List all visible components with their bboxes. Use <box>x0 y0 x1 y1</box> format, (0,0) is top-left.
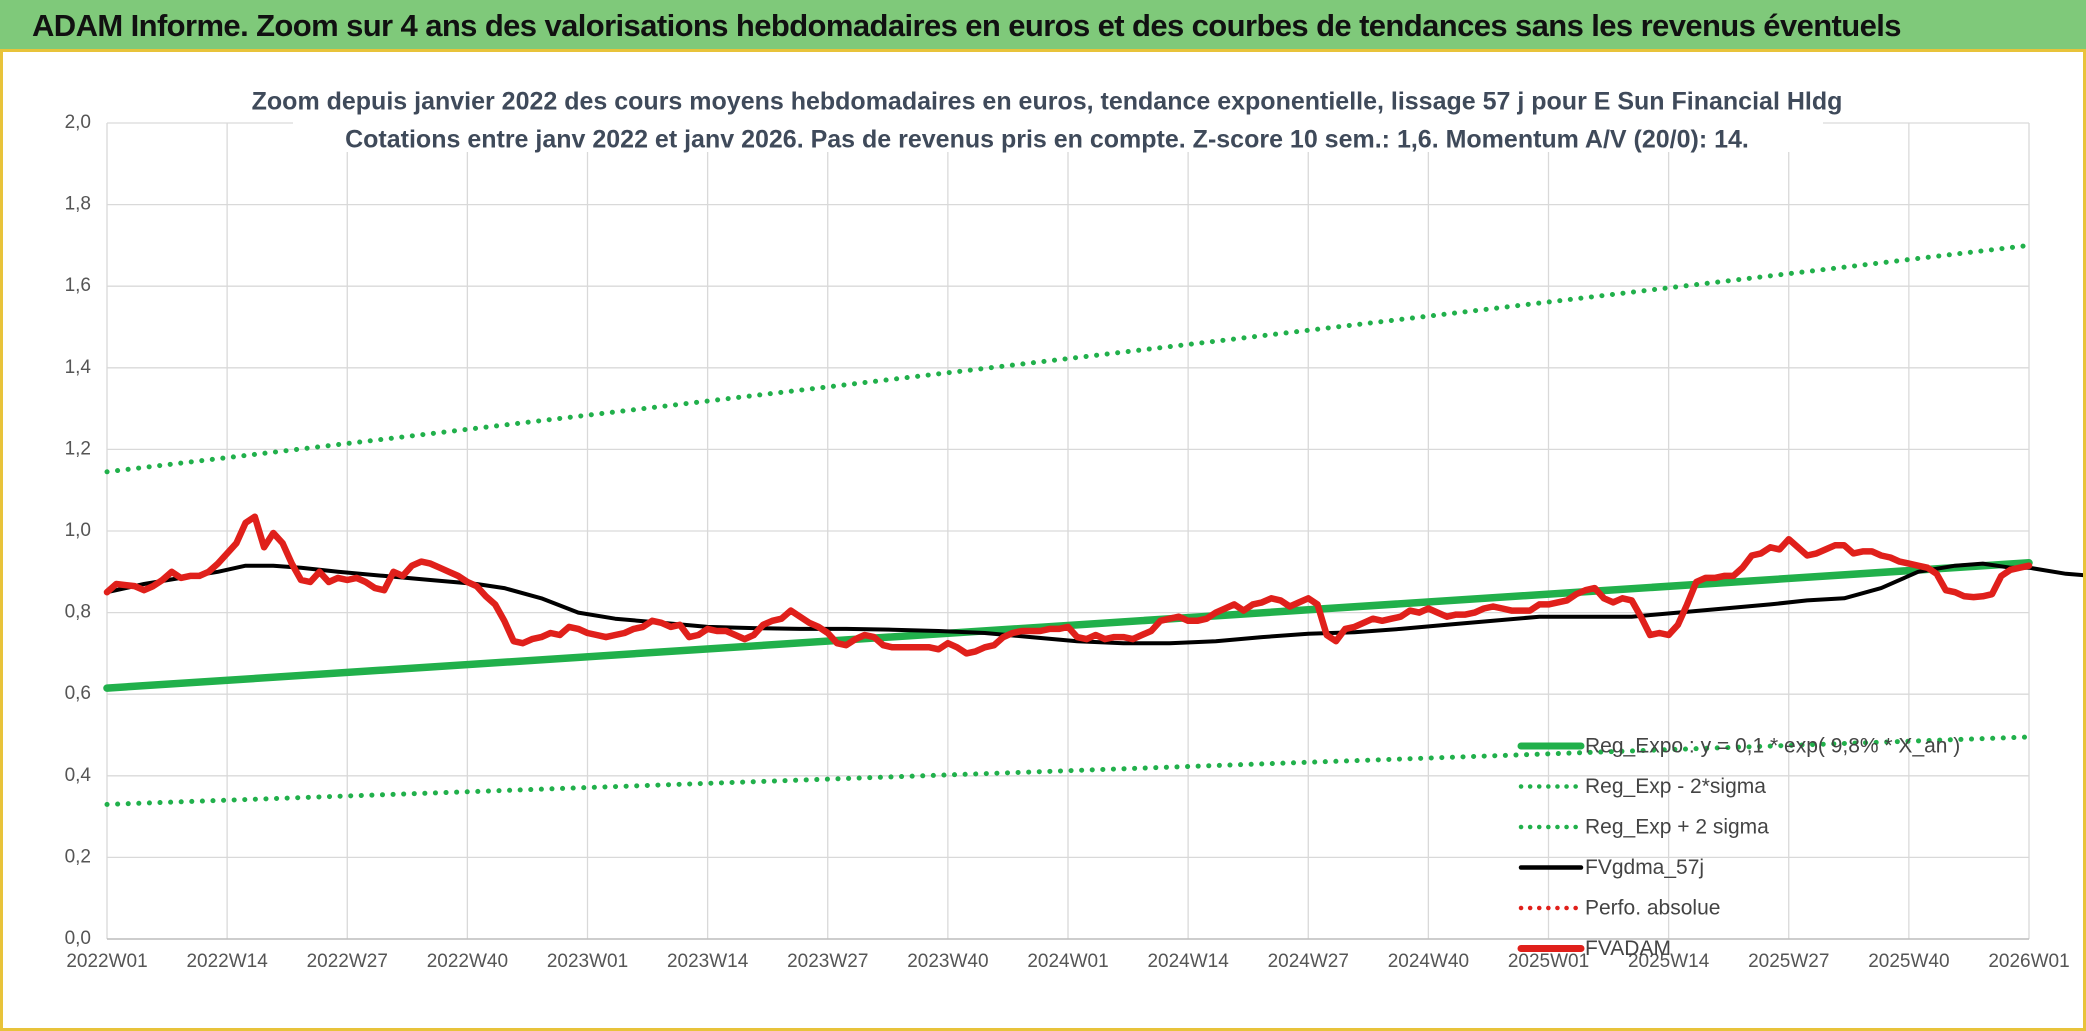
title-background <box>293 80 1823 152</box>
x-tick-label: 2024W27 <box>1268 951 1349 972</box>
chart-legend: Reg_Expo : y = 0,1 * exp( 9,8% * X_an ) R… <box>1517 735 1960 960</box>
x-tick-label: 2025W27 <box>1748 951 1829 972</box>
x-tick-label: 2022W27 <box>307 951 388 972</box>
legend-label-2: Reg_Exp + 2 sigma <box>1585 816 1769 839</box>
x-tick-label: 2022W40 <box>427 951 508 972</box>
x-tick-label: 2024W01 <box>1027 951 1108 972</box>
y-tick-label: 1,2 <box>65 438 91 459</box>
y-tick-label: 1,6 <box>65 275 91 296</box>
x-tick-label: 2023W27 <box>787 951 868 972</box>
x-tick-label: 2025W14 <box>1628 951 1710 972</box>
report-banner: ADAM Informe. Zoom sur 4 ans des valoris… <box>0 0 2086 52</box>
chart-subtitle: Cotations entre janv 2022 et janv 2026. … <box>345 126 1749 154</box>
axis-labels: 0,0 0,2 0,4 0,6 0,8 1,0 1,2 1,4 1,6 1,8 2,0 2022W01… <box>65 112 2070 972</box>
y-tick-label: 0,0 <box>65 928 91 949</box>
x-tick-label: 2025W01 <box>1508 951 1589 972</box>
series-line-5 <box>103 513 2033 657</box>
legend-label-5: FVADAM <box>1585 937 1671 960</box>
series-line-1 <box>104 734 2032 807</box>
series-line-2 <box>104 242 2032 475</box>
y-tick-label: 1,0 <box>65 520 91 541</box>
x-tick-label: 2024W14 <box>1147 951 1229 972</box>
y-tick-label: 0,2 <box>65 846 91 867</box>
line-chart: 0,0 0,2 0,4 0,6 0,8 1,0 1,2 1,4 1,6 1,8 2,0 2022W01… <box>65 80 2083 972</box>
y-tick-label: 0,4 <box>65 765 92 786</box>
y-tick-label: 0,6 <box>65 683 91 704</box>
y-tick-label: 0,8 <box>65 602 91 623</box>
chart-title-group: Zoom depuis janvier 2022 des cours moyen… <box>252 80 1843 154</box>
series-line-3 <box>105 561 2083 646</box>
x-tick-label: 2022W01 <box>66 951 147 972</box>
chart-frame: 0,0 0,2 0,4 0,6 0,8 1,0 1,2 1,4 1,6 1,8 2,0 2022W01… <box>0 52 2086 1031</box>
chart-title: Zoom depuis janvier 2022 des cours moyen… <box>252 88 1843 116</box>
y-tick-label: 2,0 <box>65 112 91 133</box>
y-tick-label: 1,8 <box>65 194 91 215</box>
chart-series <box>103 242 2083 807</box>
x-tick-label: 2023W01 <box>547 951 628 972</box>
x-tick-label: 2026W01 <box>1988 951 2069 972</box>
legend-label-1: Reg_Exp - 2*sigma <box>1585 775 1766 798</box>
x-tick-label: 2025W40 <box>1868 951 1949 972</box>
legend-label-4: Perfo. absolue <box>1585 897 1720 920</box>
x-tick-label: 2022W14 <box>186 951 268 972</box>
x-tick-label: 2024W40 <box>1388 951 1469 972</box>
x-tick-label: 2023W40 <box>907 951 988 972</box>
legend-label-3: FVgdma_57j <box>1585 856 1704 879</box>
x-tick-label: 2023W14 <box>667 951 749 972</box>
y-tick-label: 1,4 <box>65 357 92 378</box>
legend-label-0: Reg_Expo : y = 0,1 * exp( 9,8% * X_an ) <box>1585 735 1960 758</box>
report-title: ADAM Informe. Zoom sur 4 ans des valoris… <box>32 8 1902 43</box>
